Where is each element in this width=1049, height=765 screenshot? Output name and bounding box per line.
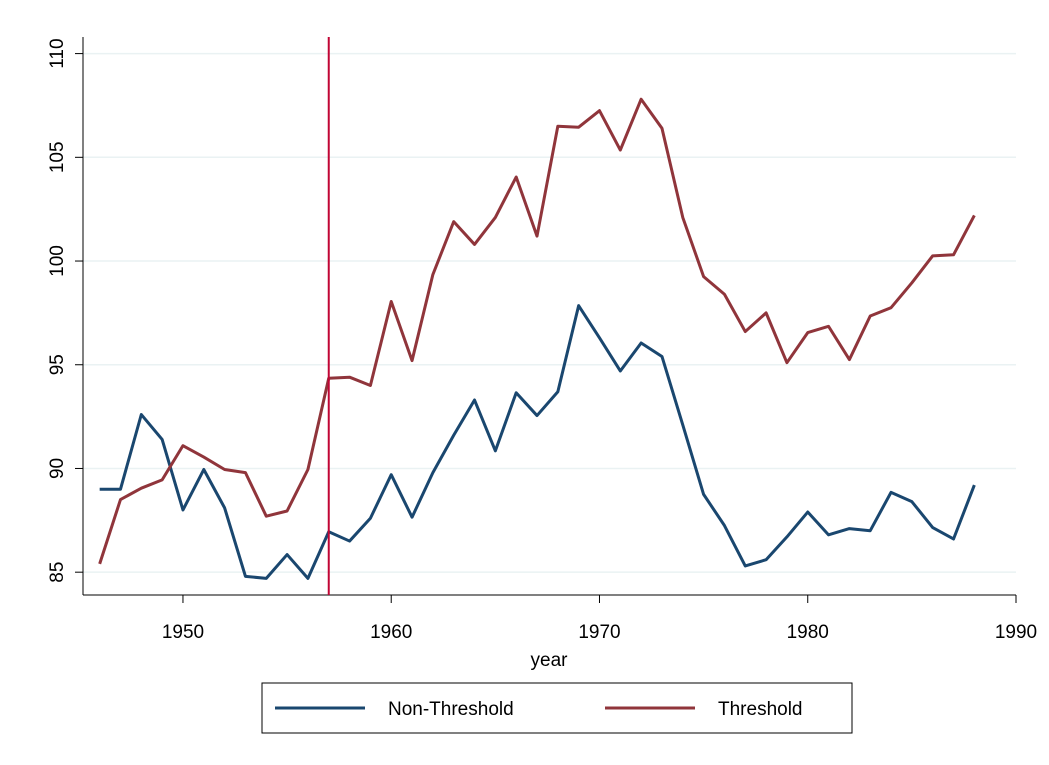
x-tick-label: 1960: [370, 622, 412, 643]
y-tick-label: 90: [47, 458, 68, 479]
line-series: [99, 304, 976, 580]
y-tick-label: 95: [47, 354, 68, 375]
y-tick-label: 100: [47, 245, 68, 277]
x-axis-label: year: [531, 650, 569, 671]
legend-label: Non-Threshold: [388, 699, 514, 720]
y-tick-label: 110: [47, 38, 68, 68]
x-tick-label: 1950: [162, 622, 204, 643]
y-tick-label: 105: [47, 141, 68, 173]
x-tick-label: 1990: [995, 622, 1037, 643]
y-tick-label: 85: [47, 562, 68, 583]
x-tick-label: 1970: [578, 622, 620, 643]
x-tick-label: 1980: [787, 622, 829, 643]
line-series: [98, 97, 976, 565]
legend-label: Threshold: [718, 699, 803, 720]
